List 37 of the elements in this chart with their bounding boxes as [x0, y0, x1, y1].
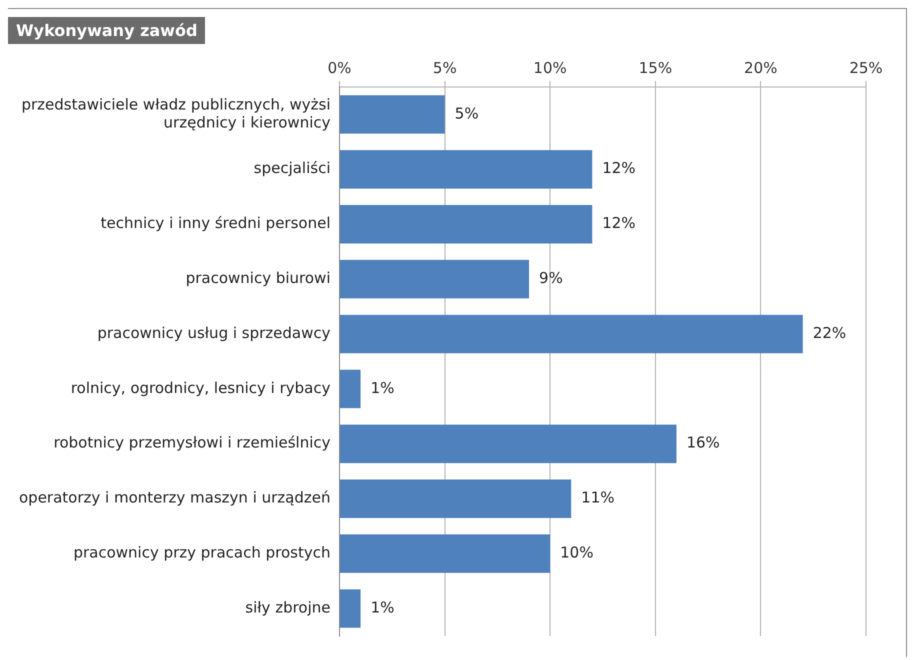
data-label: 11%	[581, 488, 615, 507]
bar	[340, 424, 676, 464]
data-label: 1%	[370, 598, 394, 616]
data-label: 1%	[370, 378, 394, 397]
bar	[340, 589, 361, 628]
y-tick-label: rolnicy, ogrodnicy, lesnicy i rybacy	[70, 378, 331, 397]
y-tick-label: pracownicy przy pracach prostych	[73, 544, 331, 562]
y-tick-label: technicy i inny średni personel	[100, 214, 331, 232]
data-label: 22%	[812, 324, 846, 342]
y-tick-label: pracownicy usług i sprzedawcy	[97, 324, 331, 342]
y-tick-label: specjaliści	[254, 159, 331, 178]
y-tick-label: siły zbrojne	[245, 598, 331, 616]
bar	[340, 370, 361, 408]
x-tick-label: 15%	[638, 58, 672, 77]
bar	[340, 95, 445, 134]
bar	[340, 314, 803, 354]
x-tick-label: 10%	[533, 58, 567, 77]
bar	[340, 534, 550, 573]
y-tick-label: przedstawiciele władz publicznych, wyżsi urzędnicy i kierownicy	[21, 95, 331, 132]
data-label: 5%	[454, 104, 479, 122]
x-tick-label: 5%	[432, 58, 457, 77]
bar	[340, 150, 592, 189]
bar	[340, 260, 530, 298]
text: Wykonywany zawód	[8, 17, 206, 44]
data-label: 16%	[686, 434, 720, 452]
bar	[340, 480, 572, 518]
y-tick-label: pracownicy biurowi	[186, 269, 331, 288]
x-tick-label: 20%	[744, 58, 778, 77]
data-label: 12%	[602, 214, 636, 232]
data-label: 10%	[560, 544, 594, 562]
data-label: 12%	[602, 159, 636, 178]
x-tick-label: 0%	[328, 58, 352, 77]
bar	[340, 205, 592, 244]
y-tick-label: operatorzy i monterzy maszyn i urządzeń	[18, 488, 331, 507]
data-label: 9%	[539, 269, 563, 288]
x-tick-label: 25%	[849, 58, 883, 77]
y-tick-label: robotnicy przemysłowi i rzemieślnicy	[54, 434, 331, 452]
